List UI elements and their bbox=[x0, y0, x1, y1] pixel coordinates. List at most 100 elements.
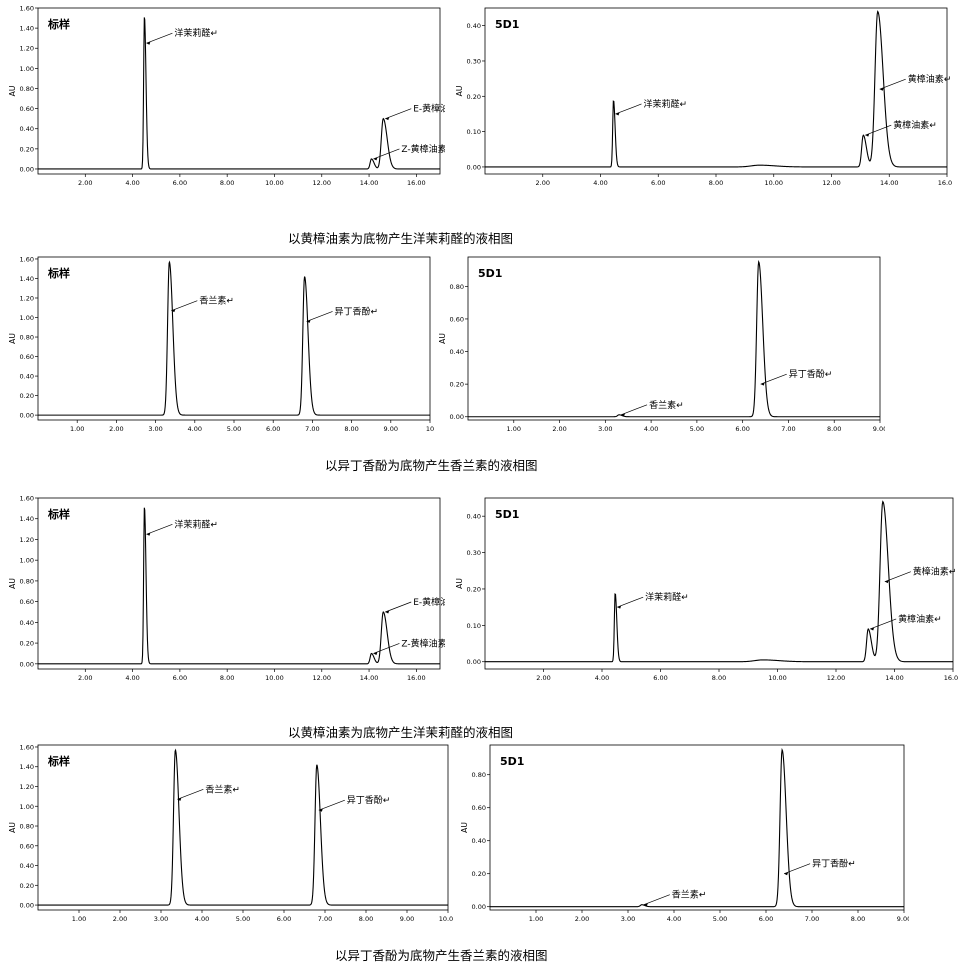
y-axis-label: AU bbox=[8, 822, 17, 833]
y-tick-label: 1.00 bbox=[20, 65, 34, 73]
x-tick-label: 9.00 bbox=[873, 425, 885, 433]
x-tick-label: 6.00 bbox=[266, 425, 280, 433]
x-tick-label: 3.00 bbox=[154, 915, 168, 923]
x-tick-label: 5.00 bbox=[713, 915, 727, 923]
peak-label: E-黄樟油素↵ bbox=[413, 103, 445, 115]
plot-frame bbox=[468, 257, 880, 420]
x-tick-label: 6.00 bbox=[651, 179, 665, 187]
y-tick-label: 0.20 bbox=[467, 93, 481, 101]
y-tick-label: 0.00 bbox=[20, 660, 34, 668]
chromatogram-svg: 0.000.200.400.600.801.001.201.401.602.00… bbox=[5, 493, 445, 691]
y-tick-label: 0.40 bbox=[472, 837, 486, 845]
x-tick-label: 8.00 bbox=[851, 915, 865, 923]
x-tick-label: 6.00 bbox=[173, 674, 187, 682]
x-tick-label: 14.00 bbox=[880, 179, 899, 187]
x-tick-label: 2.00 bbox=[78, 674, 92, 682]
x-tick-label: 16.00 bbox=[944, 674, 958, 682]
y-tick-label: 0.40 bbox=[450, 348, 464, 356]
chromatogram-svg: 0.000.200.400.600.801.002.003.004.005.00… bbox=[457, 740, 909, 932]
caption-row3: 以黄樟油素为底物产生洋茉莉醛的液相图 bbox=[288, 722, 513, 741]
peak-label: 异丁香酚↵ bbox=[812, 859, 856, 870]
y-tick-label: 0.40 bbox=[20, 373, 34, 381]
y-tick-label: 1.60 bbox=[20, 5, 34, 13]
annotation-arrow bbox=[761, 374, 787, 384]
x-tick-label: 6.00 bbox=[759, 915, 773, 923]
peak-label: 洋茉莉醛↵ bbox=[645, 591, 689, 603]
y-tick-label: 0.20 bbox=[450, 381, 464, 389]
y-tick-label: 1.40 bbox=[20, 25, 34, 33]
annotation-arrow bbox=[385, 109, 411, 119]
caption-row2: 以异丁香酚为底物产生香兰素的液相图 bbox=[325, 455, 538, 474]
peak-label: 香兰素↵ bbox=[205, 783, 240, 795]
annotation-arrow bbox=[319, 800, 345, 810]
x-tick-label: 2.00 bbox=[552, 425, 566, 433]
x-tick-label: 7.00 bbox=[318, 915, 332, 923]
y-axis-label: AU bbox=[455, 578, 464, 589]
chart-title: 标样 bbox=[47, 17, 70, 31]
y-tick-label: 0.80 bbox=[472, 771, 486, 779]
x-tick-label: 5.00 bbox=[236, 915, 250, 923]
y-axis-label: AU bbox=[8, 578, 17, 589]
chromatogram-trace bbox=[38, 262, 430, 415]
annotation-arrow bbox=[146, 33, 172, 43]
x-tick-label: 8.00 bbox=[220, 674, 234, 682]
peak-label: 异丁香酚↵ bbox=[347, 795, 391, 806]
y-tick-label: 0.60 bbox=[20, 105, 34, 113]
x-tick-label: 10.00 bbox=[265, 674, 284, 682]
chromatogram-row3-5d1: 0.000.100.200.300.402.004.006.008.0010.0… bbox=[452, 493, 958, 691]
x-tick-label: 2.00 bbox=[536, 674, 550, 682]
y-tick-label: 0.30 bbox=[467, 549, 481, 557]
peak-label: 黄樟油素↵ bbox=[908, 73, 952, 85]
peak-label: 洋茉莉醛↵ bbox=[174, 518, 218, 530]
x-tick-label: 4.00 bbox=[125, 179, 139, 187]
x-tick-label: 9.00 bbox=[384, 425, 398, 433]
y-tick-label: 0.60 bbox=[450, 315, 464, 323]
x-tick-label: 3.00 bbox=[148, 425, 162, 433]
plot-frame bbox=[38, 745, 448, 910]
peak-label: 黄樟油素↵ bbox=[893, 119, 937, 131]
annotation-arrow bbox=[784, 864, 810, 874]
plot-frame bbox=[38, 8, 440, 174]
y-tick-label: 0.80 bbox=[20, 334, 34, 342]
x-tick-label: 6.00 bbox=[653, 674, 667, 682]
y-tick-label: 0.10 bbox=[467, 622, 481, 630]
y-tick-label: 0.60 bbox=[20, 353, 34, 361]
chromatogram-svg: 0.000.200.400.600.801.002.003.004.005.00… bbox=[435, 252, 885, 442]
y-axis-label: AU bbox=[455, 86, 464, 97]
y-tick-label: 0.60 bbox=[20, 842, 34, 850]
chromatogram-trace bbox=[38, 750, 448, 905]
x-tick-label: 14.00 bbox=[360, 674, 379, 682]
x-tick-label: 1.00 bbox=[70, 425, 84, 433]
annotation-arrow bbox=[644, 895, 670, 905]
chart-title: 5D1 bbox=[495, 18, 519, 31]
y-tick-label: 0.20 bbox=[467, 585, 481, 593]
chart-title: 5D1 bbox=[495, 508, 519, 521]
chart-title: 标样 bbox=[47, 266, 70, 280]
y-tick-label: 0.60 bbox=[472, 804, 486, 812]
y-tick-label: 0.00 bbox=[20, 412, 34, 420]
x-tick-label: 8.00 bbox=[344, 425, 358, 433]
chart-title: 标样 bbox=[47, 507, 70, 521]
plot-frame bbox=[38, 257, 430, 420]
x-tick-label: 14.00 bbox=[885, 674, 904, 682]
y-tick-label: 1.00 bbox=[20, 314, 34, 322]
chromatogram-row4-5d1: 0.000.200.400.600.801.002.003.004.005.00… bbox=[457, 740, 909, 932]
x-tick-label: 4.00 bbox=[188, 425, 202, 433]
annotation-arrow bbox=[373, 643, 399, 653]
peak-label: 洋茉莉醛↵ bbox=[174, 27, 218, 39]
chromatogram-svg: 0.000.100.200.300.402.004.006.008.0010.0… bbox=[452, 493, 958, 691]
x-tick-label: 8.00 bbox=[359, 915, 373, 923]
x-tick-label: 2.00 bbox=[536, 179, 550, 187]
y-tick-label: 0.60 bbox=[20, 598, 34, 606]
chromatogram-row1-standard: 0.000.200.400.600.801.001.201.401.602.00… bbox=[5, 3, 445, 196]
peak-label: Z-黄樟油素↵ bbox=[401, 637, 445, 649]
x-tick-label: 16.00 bbox=[407, 674, 426, 682]
x-tick-label: 7.00 bbox=[305, 425, 319, 433]
x-tick-label: 10.00 bbox=[764, 179, 783, 187]
annotation-arrow bbox=[373, 149, 399, 159]
x-tick-label: 9.00 bbox=[897, 915, 909, 923]
peak-label: 异丁香酚↵ bbox=[335, 306, 379, 317]
x-tick-label: 16.00 bbox=[938, 179, 952, 187]
y-axis-label: AU bbox=[438, 333, 447, 344]
plot-frame bbox=[490, 745, 904, 910]
